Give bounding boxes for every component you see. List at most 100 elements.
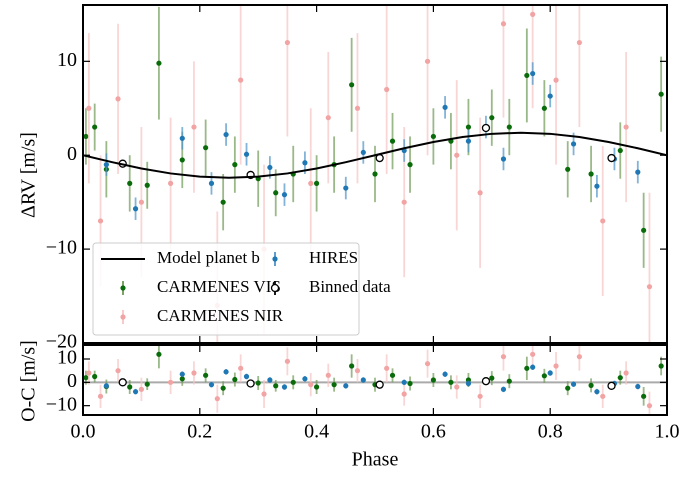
data-point — [83, 375, 89, 381]
data-point — [530, 364, 536, 370]
y-tick-label: 0 — [67, 143, 77, 165]
data-point — [530, 11, 536, 17]
data-point — [407, 162, 413, 168]
data-point — [430, 133, 436, 140]
data-point — [273, 383, 279, 389]
data-point — [118, 378, 127, 387]
data-point — [208, 180, 215, 186]
data-point — [144, 381, 150, 387]
data-point — [424, 58, 431, 64]
data-point — [343, 185, 349, 191]
data-point — [384, 86, 390, 93]
data-point — [641, 393, 647, 399]
data-point — [208, 382, 215, 388]
data-point — [448, 379, 454, 385]
data-point — [314, 180, 320, 186]
legend-marker — [120, 285, 126, 291]
legend-label: HIRES — [309, 248, 358, 267]
data-point — [223, 131, 229, 138]
data-point — [232, 162, 238, 168]
data-point — [506, 124, 512, 130]
data-point — [442, 371, 448, 377]
data-point — [308, 180, 314, 186]
data-point — [243, 373, 250, 380]
data-point — [481, 123, 491, 133]
data-point — [401, 391, 407, 397]
data-point — [600, 218, 606, 224]
data-point — [179, 376, 185, 382]
data-point — [354, 105, 361, 111]
model-line — [83, 131, 667, 179]
y-tick-label: −10 — [46, 393, 77, 415]
data-point — [576, 354, 583, 360]
data-point — [281, 384, 288, 390]
data-point — [588, 171, 594, 177]
data-point — [541, 373, 547, 379]
data-point — [658, 91, 664, 97]
x-axis-label: Phase — [352, 449, 399, 471]
legend-box — [92, 242, 360, 336]
data-point — [360, 377, 366, 383]
data-point — [500, 354, 507, 360]
y-tick-label: −20 — [46, 331, 77, 353]
data-point — [103, 383, 109, 389]
data-point — [524, 365, 530, 371]
data-point — [465, 380, 472, 387]
data-point — [360, 149, 366, 156]
data-point — [372, 171, 378, 177]
data-point — [375, 380, 384, 389]
data-point — [191, 124, 197, 130]
data-point — [553, 363, 559, 369]
y-axis-label: ΔRV [m/s] — [18, 132, 40, 218]
data-point — [465, 138, 472, 144]
data-point — [489, 375, 495, 381]
data-point — [302, 376, 308, 382]
y-axis-label: O-C [m/s] — [18, 340, 40, 422]
data-point — [454, 384, 460, 390]
data-point — [500, 386, 507, 392]
data-point — [92, 373, 98, 380]
data-point — [284, 39, 290, 46]
data-point — [430, 377, 436, 383]
plot-area — [83, 5, 667, 343]
axes-frame — [82, 344, 668, 416]
data-point — [127, 384, 133, 390]
data-point — [588, 382, 594, 388]
data-point — [267, 164, 273, 171]
data-point — [500, 156, 507, 162]
x-tick-label: 0.4 — [304, 421, 329, 443]
data-point — [641, 227, 647, 233]
data-point — [635, 383, 641, 390]
data-point — [617, 147, 623, 154]
data-point — [223, 369, 229, 375]
data-point — [524, 72, 530, 79]
data-point — [238, 365, 244, 371]
data-point — [594, 389, 600, 395]
data-point — [261, 391, 267, 397]
data-point — [179, 157, 185, 163]
data-point — [349, 82, 355, 88]
data-point — [442, 104, 448, 110]
data-point — [635, 169, 641, 175]
data-point — [384, 365, 390, 371]
y-tick-label: −10 — [46, 237, 77, 259]
legend-marker — [270, 283, 280, 293]
data-point — [617, 375, 623, 381]
data-point — [481, 377, 491, 386]
x-tick-label: 0.0 — [71, 421, 96, 443]
y-tick-label: 0 — [67, 370, 77, 392]
data-point — [127, 180, 133, 186]
data-point — [331, 382, 337, 388]
data-point — [565, 385, 571, 391]
data-point — [623, 124, 629, 130]
legend-label: Model planet b — [157, 248, 260, 267]
data-point — [570, 381, 577, 387]
data-point — [232, 376, 238, 383]
data-point — [168, 180, 174, 186]
data-point — [600, 393, 606, 399]
data-point — [156, 60, 162, 66]
data-point — [646, 284, 653, 290]
data-point — [302, 160, 308, 166]
data-point — [246, 379, 255, 388]
data-point — [343, 383, 349, 389]
